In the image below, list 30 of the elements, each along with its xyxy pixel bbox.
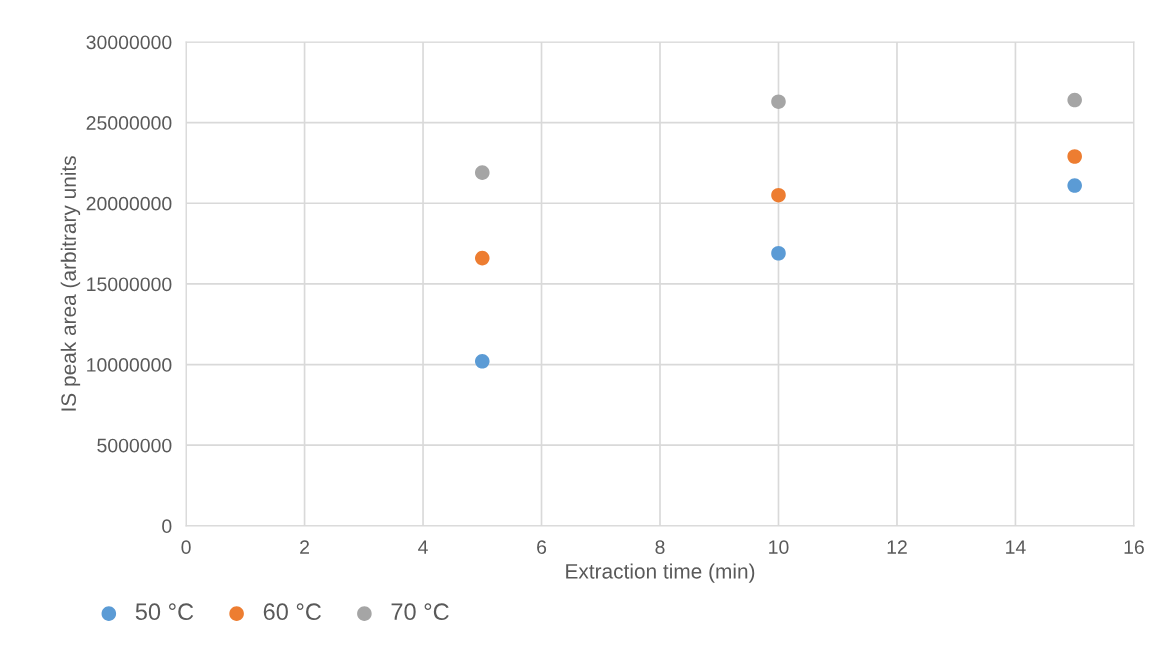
point <box>1067 178 1082 193</box>
x-tick-label: 12 <box>887 540 907 554</box>
x-tick-label: 16 <box>1124 540 1144 555</box>
point <box>771 245 786 261</box>
point <box>1067 149 1082 164</box>
point <box>771 94 786 109</box>
x-tick-label: 0 <box>181 540 191 555</box>
y-tick-label: 15000000 <box>87 277 172 292</box>
legend-label: 50 °C <box>135 603 194 621</box>
y-axis-title: IS peak area (arbitrary units <box>60 156 81 411</box>
x-tick-label: 6 <box>537 540 547 555</box>
y-tick-label: 5000000 <box>97 438 172 453</box>
x-axis-title: Extraction time (min) <box>566 563 755 583</box>
x-tick-label: 2 <box>300 540 309 554</box>
legend-label: 70 °C <box>391 603 449 621</box>
x-tick-label: 14 <box>1006 540 1026 554</box>
point <box>1067 92 1082 108</box>
y-tick-label: 25000000 <box>86 116 172 130</box>
x-tick-label: 10 <box>769 540 789 555</box>
x-tick-label: 4 <box>418 540 428 554</box>
y-tick-label: 20000000 <box>86 196 172 211</box>
point <box>475 250 490 266</box>
x-tick-label: 8 <box>655 540 665 555</box>
point <box>475 165 490 180</box>
legend-label: 60 °C <box>263 603 321 621</box>
point <box>475 354 490 369</box>
y-tick-label: 30000000 <box>86 35 172 50</box>
y-tick-label: 10000000 <box>87 358 172 372</box>
y-tick-label: 0 <box>162 519 172 534</box>
point <box>771 187 786 203</box>
